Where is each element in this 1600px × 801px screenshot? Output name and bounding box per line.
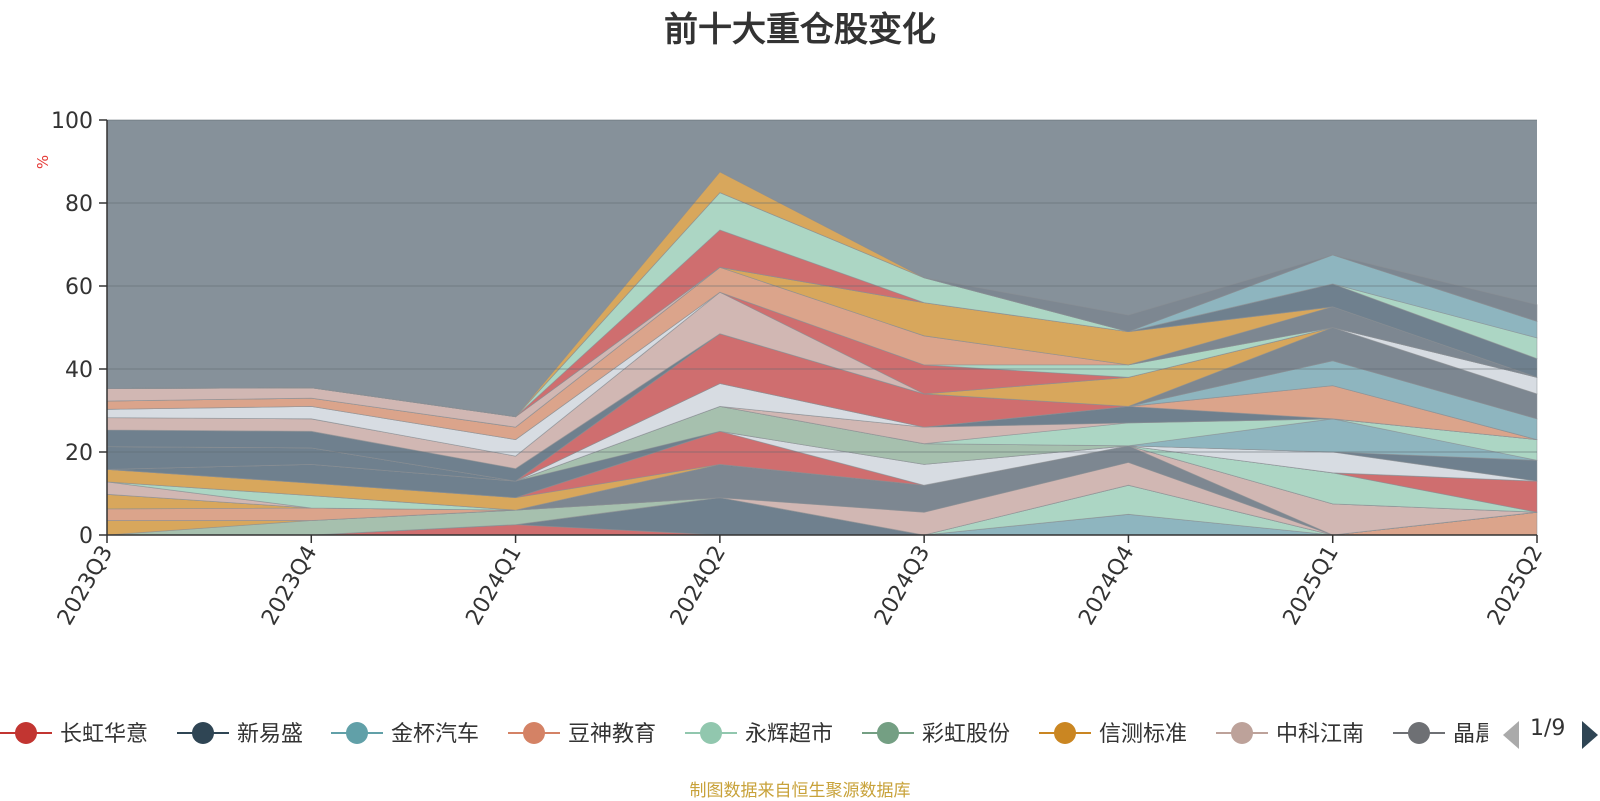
legend-label: 信测标准 <box>1099 722 1188 747</box>
legend-marker-icon <box>177 722 229 744</box>
chart-title: 前十大重仓股变化 <box>664 10 936 50</box>
legend-label: 中科江南 <box>1276 722 1365 747</box>
grid-lines <box>107 119 1537 453</box>
y-tick-label: 80 <box>65 192 93 217</box>
legend-label: 新易盛 <box>237 722 304 747</box>
y-tick-label: 0 <box>79 524 93 549</box>
y-tick-label: 60 <box>65 275 93 300</box>
x-tick-label: 2024Q3 <box>870 542 935 630</box>
x-tick-label: 2025Q2 <box>1483 542 1548 630</box>
series-areas <box>106 171 1538 536</box>
legend-label: 金杯汽车 <box>391 722 480 747</box>
x-tick-label: 2023Q4 <box>257 542 322 630</box>
legend-label: 长虹华意 <box>60 722 149 747</box>
legend-marker-icon <box>1393 722 1445 744</box>
legend-marker-icon <box>862 722 914 744</box>
legend-label: 晶晨股份 <box>1453 722 1488 747</box>
legend-marker-icon <box>0 722 52 744</box>
y-tick-label: 20 <box>65 441 93 466</box>
legend: 长虹华意 新易盛 金杯汽车 豆神教育 永辉超市 彩虹股份 信测标准 中科江南 晶晨股份 1/9 <box>0 708 1600 758</box>
y-axis-unit-label: % <box>34 155 52 169</box>
series-area-46 <box>106 171 1538 418</box>
legend-viewport: 长虹华意 新易盛 金杯汽车 豆神教育 永辉超市 彩虹股份 信测标准 中科江南 晶晨股份 <box>0 708 1488 758</box>
x-tick-label: 2025Q1 <box>1279 542 1344 630</box>
legend-marker-icon <box>685 722 737 744</box>
legend-label: 豆神教育 <box>568 722 657 747</box>
stacked-area-chart: 0 20 40 60 80 100 2023Q3 2023Q4 2024Q1 2024Q2 2024… <box>34 109 1548 630</box>
legend-marker-icon <box>331 722 383 744</box>
y-tick-label: 100 <box>51 109 93 134</box>
legend-marker-icon <box>1216 722 1268 744</box>
legend-page-indicator: 1/9 <box>1530 716 1566 741</box>
legend-label: 永辉超市 <box>745 722 834 747</box>
y-tick-label: 40 <box>65 358 93 383</box>
legend-marker-icon <box>1039 722 1091 744</box>
x-tick-label: 2024Q1 <box>461 542 526 630</box>
legend-next-page-icon[interactable] <box>1582 721 1598 749</box>
x-tick-label: 2024Q4 <box>1074 542 1139 630</box>
x-tick-label: 2023Q3 <box>53 542 118 630</box>
legend-label: 彩虹股份 <box>922 722 1011 747</box>
x-tick-label: 2024Q2 <box>666 542 731 630</box>
legend-prev-page-icon[interactable] <box>1503 721 1519 749</box>
source-note: 制图数据来自恒生聚源数据库 <box>689 781 911 801</box>
legend-marker-icon <box>508 722 560 744</box>
